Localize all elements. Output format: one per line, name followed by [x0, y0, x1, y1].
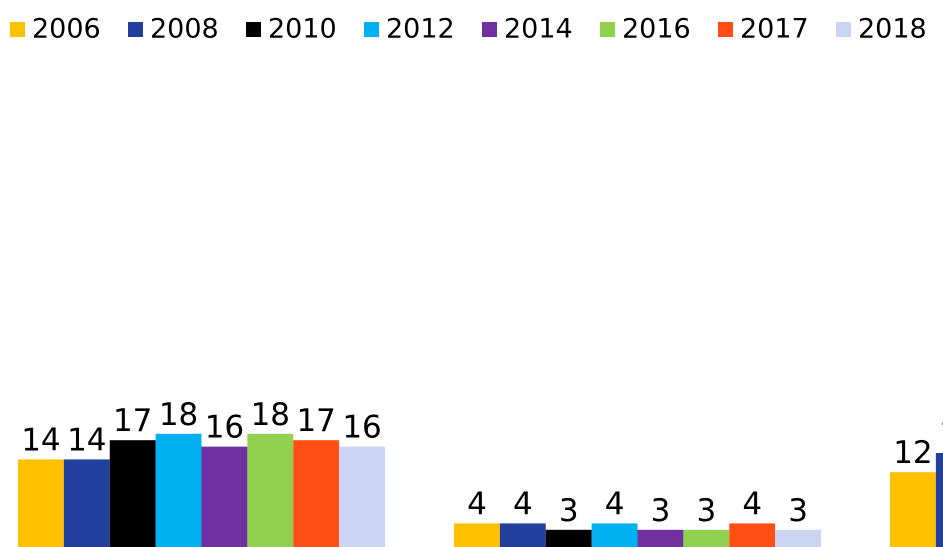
value-label: 17 — [296, 403, 335, 439]
value-label: 4 — [742, 486, 762, 522]
value-label: 15 — [939, 416, 943, 452]
value-label: 3 — [651, 493, 671, 529]
legend-swatch — [482, 22, 497, 37]
legend-swatch — [128, 22, 143, 37]
bar — [683, 529, 730, 547]
value-label: 4 — [467, 486, 487, 522]
legend-label: 2014 — [504, 14, 573, 45]
bar — [155, 433, 202, 547]
value-label: 14 — [21, 422, 60, 458]
bar — [591, 523, 638, 547]
legend-label: 2008 — [150, 14, 219, 45]
value-label: 14 — [67, 422, 106, 458]
legend-label: 2010 — [268, 14, 337, 45]
value-label: 4 — [605, 486, 625, 522]
bar — [775, 529, 821, 547]
legend-swatch — [718, 22, 733, 37]
legend-swatch — [836, 22, 851, 37]
legend-swatch — [10, 22, 25, 37]
bar — [109, 440, 156, 547]
value-label: 18 — [251, 397, 290, 433]
bar — [454, 523, 500, 547]
bar — [545, 529, 592, 547]
value-label: 3 — [696, 493, 716, 529]
bar — [637, 529, 684, 547]
value-label: 17 — [113, 403, 152, 439]
legend-label: 2012 — [386, 14, 455, 45]
value-label: 3 — [788, 493, 808, 529]
value-label: 18 — [159, 397, 198, 433]
bar — [293, 440, 340, 547]
bar — [935, 453, 943, 547]
legend-label: 2018 — [858, 14, 927, 45]
bar — [201, 446, 248, 547]
value-label: 4 — [513, 486, 533, 522]
bar — [63, 459, 110, 547]
bar — [247, 433, 294, 547]
bar — [499, 523, 546, 547]
value-label: 16 — [342, 410, 381, 446]
bar — [729, 523, 776, 547]
legend-swatch — [600, 22, 615, 37]
legend-swatch — [246, 22, 261, 37]
legend-label: 2016 — [622, 14, 691, 45]
legend-label: 2017 — [740, 14, 809, 45]
bar — [890, 472, 936, 547]
bar — [339, 446, 385, 547]
bar — [18, 459, 64, 547]
legend-label: 2006 — [32, 14, 101, 45]
value-label: 16 — [205, 410, 244, 446]
legend-swatch — [364, 22, 379, 37]
value-label: 12 — [893, 435, 932, 471]
value-label: 3 — [559, 493, 579, 529]
